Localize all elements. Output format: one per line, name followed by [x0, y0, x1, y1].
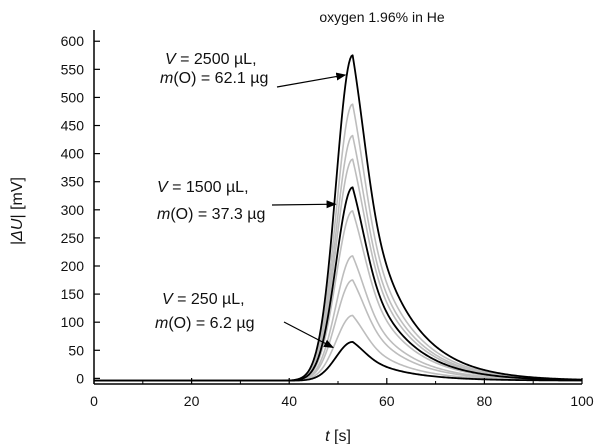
y-tick-label: 300 — [61, 202, 85, 218]
y-tick-label: 250 — [61, 230, 85, 246]
annotation-2500-arrow — [276, 72, 347, 88]
x-axis-label: t [s] — [325, 428, 351, 444]
y-tick-label: 150 — [61, 286, 85, 302]
y-tick-label: 0 — [76, 370, 84, 386]
annotation-250: V = 250 µL, m(O) = 6.2 µg — [155, 291, 335, 349]
x-tick-label: 20 — [184, 393, 200, 409]
x-tick-label: 80 — [477, 393, 493, 409]
x-ticks: 0 20 40 60 80 100 — [90, 378, 594, 409]
x-tick-label: 60 — [379, 393, 395, 409]
annotation-1500-line2: m(O) = 37.3 µg — [157, 206, 265, 223]
series-line — [94, 103, 583, 382]
x-tick-label: 40 — [281, 393, 297, 409]
series-line — [94, 134, 583, 382]
y-axis-label: |ΔU| [mV] — [9, 177, 26, 245]
annotation-250-line1: V = 250 µL, — [162, 291, 245, 308]
chart-title: oxygen 1.96% in He — [319, 9, 445, 25]
series-line-highlight — [94, 54, 583, 382]
y-tick-label: 500 — [61, 89, 85, 105]
annotation-1500-arrow — [271, 200, 337, 209]
annotation-1500: V = 1500 µL, m(O) = 37.3 µg — [157, 179, 337, 223]
y-tick-label: 600 — [61, 33, 85, 49]
x-tick-label: 0 — [90, 393, 98, 409]
annotation-1500-line1: V = 1500 µL, — [157, 179, 249, 196]
annotations: V = 2500 µL, m(O) = 62.1 µg V = 1500 µL,… — [155, 51, 347, 349]
annotation-2500-line2: m(O) = 62.1 µg — [160, 70, 268, 87]
annotation-2500-line1: V = 2500 µL, — [165, 51, 257, 68]
y-tick-label: 450 — [61, 118, 85, 134]
annotation-2500: V = 2500 µL, m(O) = 62.1 µg — [160, 51, 347, 88]
y-tick-label: 550 — [61, 61, 85, 77]
y-tick-label: 200 — [61, 258, 85, 274]
y-tick-label: 400 — [61, 146, 85, 162]
series-group — [94, 54, 583, 382]
y-tick-label: 50 — [68, 342, 84, 358]
y-tick-label: 100 — [61, 314, 85, 330]
x-tick-label: 100 — [570, 393, 594, 409]
annotation-250-line2: m(O) = 6.2 µg — [155, 315, 254, 332]
y-ticks: 0 50 100 150 200 250 300 350 400 450 500 550 600 — [61, 33, 100, 386]
annotation-250-arrow — [283, 321, 335, 349]
y-tick-label: 350 — [61, 174, 85, 190]
